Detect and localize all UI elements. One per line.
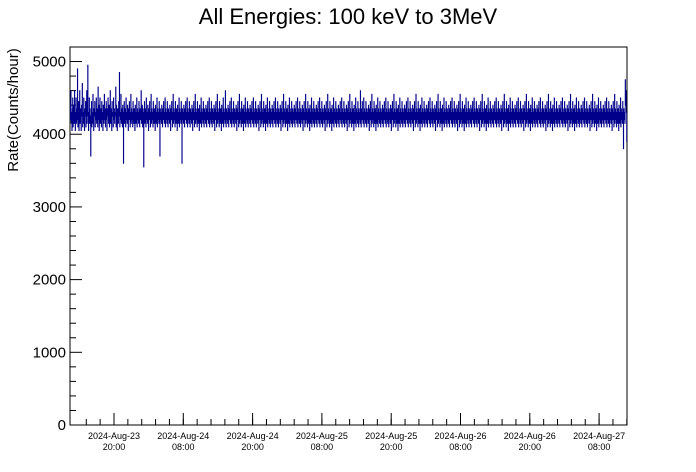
x-tick-date: 2024-Aug-24: [157, 431, 209, 441]
x-tick-time: 20:00: [380, 442, 403, 452]
y-tick-label: 3000: [33, 199, 66, 216]
x-tick-time: 08:00: [311, 442, 334, 452]
x-tick-time: 08:00: [449, 442, 472, 452]
y-tick-label: 4000: [33, 126, 66, 143]
x-tick-date: 2024-Aug-26: [434, 431, 486, 441]
x-tick-date: 2024-Aug-25: [365, 431, 417, 441]
y-tick-label: 0: [58, 417, 66, 434]
plot-area: 0100020003000400050002024-Aug-2320:00202…: [33, 46, 628, 452]
x-tick-time: 20:00: [241, 442, 264, 452]
x-tick-date: 2024-Aug-27: [573, 431, 625, 441]
x-tick-time: 08:00: [172, 442, 195, 452]
x-tick-time: 20:00: [519, 442, 542, 452]
y-tick-label: 5000: [33, 54, 66, 71]
x-tick-time: 20:00: [103, 442, 126, 452]
y-axis-label: Rate(Counts/hour): [5, 48, 22, 171]
x-tick-date: 2024-Aug-23: [88, 431, 140, 441]
x-tick-date: 2024-Aug-25: [296, 431, 348, 441]
y-tick-label: 1000: [33, 344, 66, 361]
x-tick-time: 08:00: [588, 442, 611, 452]
y-tick-label: 2000: [33, 272, 66, 289]
chart-title: All Energies: 100 keV to 3MeV: [199, 4, 498, 29]
x-tick-date: 2024-Aug-24: [227, 431, 279, 441]
x-tick-date: 2024-Aug-26: [504, 431, 556, 441]
data-series-line: [69, 64, 628, 168]
